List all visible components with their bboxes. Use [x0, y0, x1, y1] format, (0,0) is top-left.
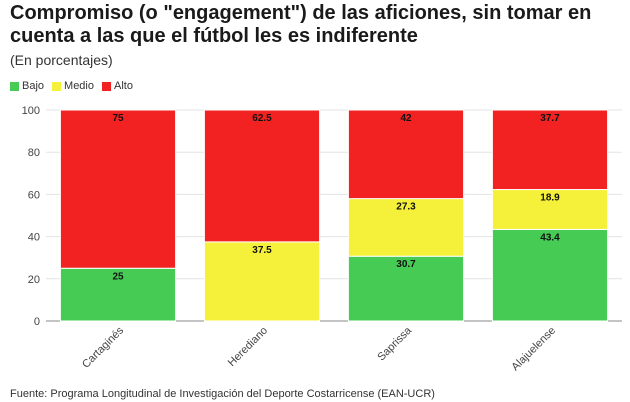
data-label-alto-0: 75 — [112, 113, 124, 124]
data-label-bajo-2: 30.7 — [396, 259, 416, 270]
y-tick-label-60: 60 — [28, 189, 40, 201]
x-tick-label-3: Alajuelense — [509, 325, 558, 374]
x-tick-label-1: Herediano — [226, 325, 270, 369]
bar-alto-1 — [203, 109, 321, 243]
bar-bajo-3 — [491, 228, 609, 322]
legend-label-alto: Alto — [114, 80, 133, 92]
y-tick-label-20: 20 — [28, 274, 40, 286]
legend: Bajo Medio Alto — [10, 80, 133, 92]
x-tick-label-2: Saprissa — [375, 324, 414, 363]
data-label-alto-2: 42 — [400, 113, 412, 124]
legend-swatch-alto — [102, 81, 111, 91]
bar-medio-2 — [347, 198, 465, 257]
legend-swatch-bajo — [10, 81, 19, 91]
bar-alto-2 — [347, 109, 465, 200]
bar-medio-1 — [203, 241, 321, 322]
bar-bajo-2 — [347, 255, 465, 322]
legend-swatch-medio — [52, 81, 62, 91]
data-label-bajo-0: 25 — [112, 271, 124, 282]
data-label-medio-2: 27.3 — [396, 202, 416, 213]
y-tick-label-80: 80 — [28, 147, 40, 159]
legend-item-alto: Alto — [102, 80, 133, 92]
bar-alto-3 — [491, 109, 609, 191]
legend-label-medio: Medio — [64, 80, 94, 92]
data-label-medio-1: 37.5 — [252, 245, 272, 256]
data-label-alto-3: 37.7 — [540, 113, 560, 124]
legend-item-medio: Medio — [52, 80, 94, 92]
data-label-bajo-3: 43.4 — [540, 232, 560, 243]
y-tick-label-0: 0 — [34, 316, 40, 328]
legend-item-bajo: Bajo — [10, 80, 44, 92]
data-label-medio-3: 18.9 — [540, 193, 560, 204]
y-tick-label-100: 100 — [22, 105, 40, 117]
chart-subtitle: (En porcentajes) — [10, 52, 113, 68]
y-tick-label-40: 40 — [28, 232, 40, 244]
bar-alto-0 — [59, 109, 177, 269]
x-tick-label-0: Cartaginés — [80, 324, 126, 370]
source-note: Fuente: Programa Longitudinal de Investi… — [10, 388, 435, 400]
legend-label-bajo: Bajo — [22, 80, 45, 92]
chart-title: Compromiso (o "engagement") de las afici… — [10, 2, 592, 47]
bar-bajo-0 — [59, 267, 177, 322]
data-label-alto-1: 62.5 — [252, 113, 272, 124]
